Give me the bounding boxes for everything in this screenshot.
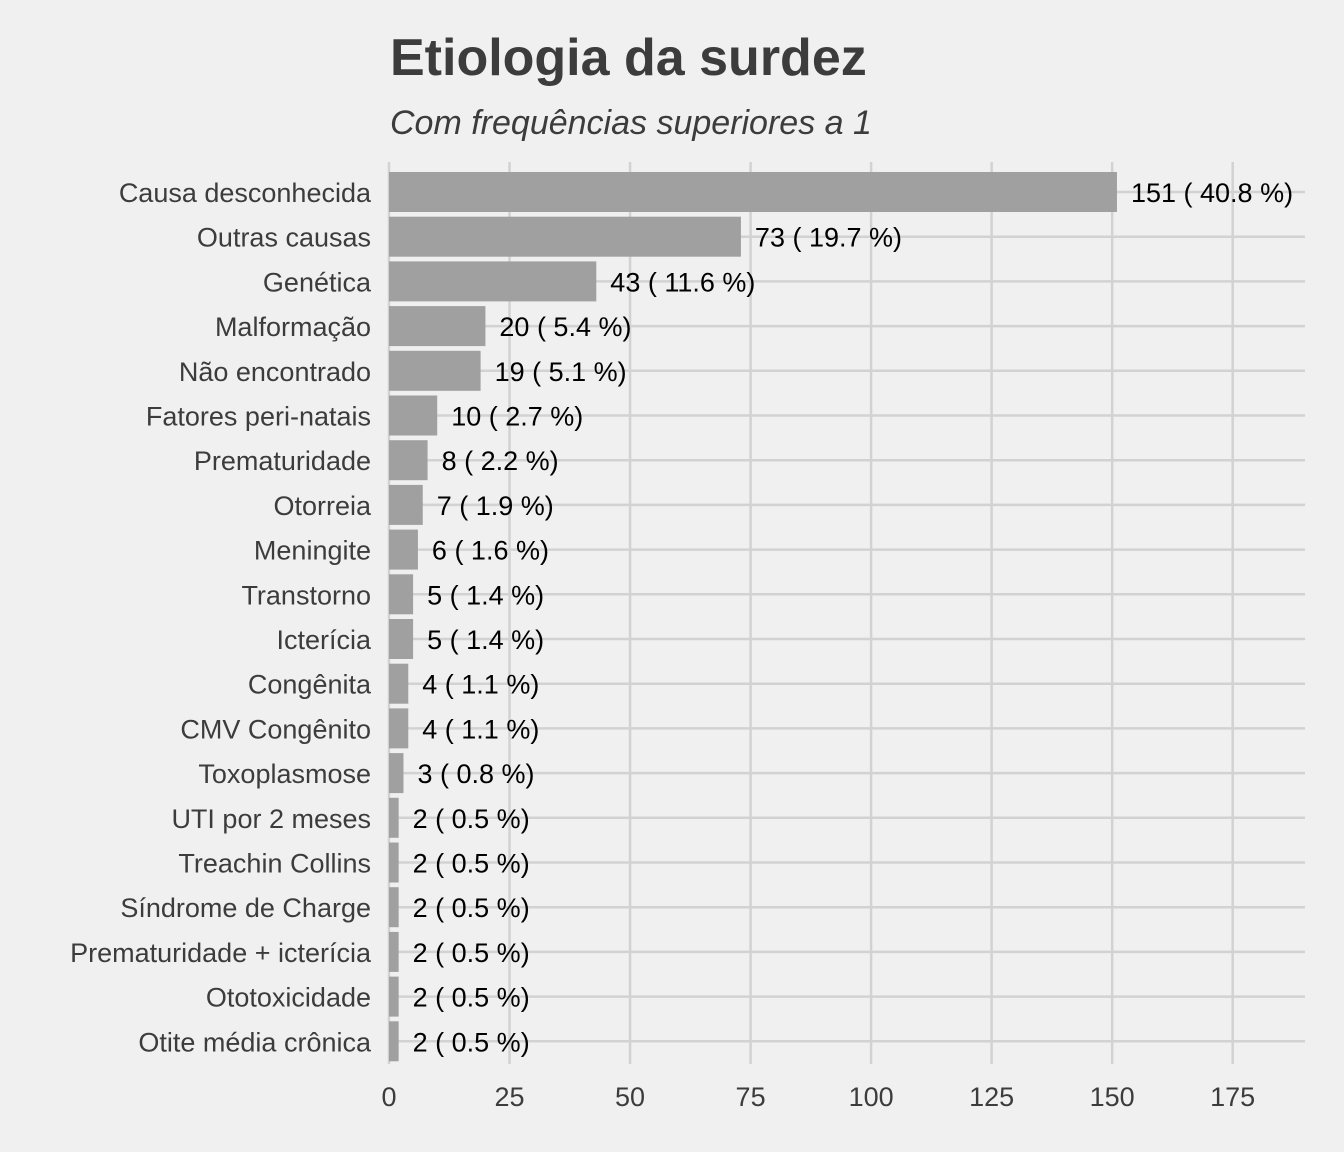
bar-value-label: 2 ( 0.5 %)	[413, 849, 530, 879]
category-label: Síndrome de Charge	[120, 893, 371, 923]
bar-value-label: 3 ( 0.8 %)	[417, 759, 534, 789]
bar	[389, 172, 1117, 212]
bar	[389, 797, 399, 838]
category-label: Meningite	[254, 536, 371, 566]
category-label: Genética	[263, 267, 372, 297]
bar	[389, 261, 597, 302]
chart-title: Etiologia da surdez	[390, 29, 867, 87]
bar	[389, 1021, 399, 1062]
x-tick-label: 125	[969, 1082, 1014, 1112]
bar	[389, 708, 409, 749]
bar	[389, 306, 486, 347]
category-label: Otite média crônica	[138, 1027, 372, 1057]
category-label: Fatores peri-natais	[146, 402, 371, 432]
bar-value-label: 6 ( 1.6 %)	[432, 536, 549, 566]
axis-layer: Causa desconhecida Outras causas Genética M…	[70, 178, 1255, 1112]
bar-value-label: 151 ( 40.8 %)	[1131, 178, 1293, 208]
bar-value-label: 5 ( 1.4 %)	[427, 580, 544, 610]
x-tick-label: 50	[615, 1082, 645, 1112]
bar	[389, 976, 399, 1017]
bar	[389, 574, 414, 615]
category-label: Não encontrado	[179, 357, 371, 387]
bar	[389, 484, 423, 525]
category-label: Otorreia	[273, 491, 372, 521]
bar	[389, 887, 399, 928]
x-tick-label: 75	[736, 1082, 766, 1112]
category-label: CMV Congênito	[180, 714, 371, 744]
x-tick-label: 150	[1090, 1082, 1135, 1112]
category-label: Prematuridade	[194, 446, 371, 476]
bar-value-label: 2 ( 0.5 %)	[413, 893, 530, 923]
bar-value-label: 20 ( 5.4 %)	[499, 312, 631, 342]
category-label: Toxoplasmose	[198, 759, 371, 789]
category-label: Congênita	[248, 670, 372, 700]
category-label: Prematuridade + icterícia	[70, 938, 372, 968]
bar-value-label: 4 ( 1.1 %)	[422, 714, 539, 744]
category-label: Transtorno	[241, 580, 371, 610]
bar	[389, 753, 404, 794]
category-label: UTI por 2 meses	[171, 804, 371, 834]
bar	[389, 350, 481, 391]
bar-value-label: 2 ( 0.5 %)	[413, 804, 530, 834]
bar	[389, 395, 438, 436]
bar-value-label: 73 ( 19.7 %)	[755, 223, 902, 253]
bar	[389, 216, 741, 257]
bar-value-label: 5 ( 1.4 %)	[427, 625, 544, 655]
bar-value-label: 2 ( 0.5 %)	[413, 938, 530, 968]
bar-value-label: 2 ( 0.5 %)	[413, 1027, 530, 1057]
category-label: Malformação	[215, 312, 371, 342]
bar-layer	[389, 172, 1117, 1062]
category-label: Icterícia	[276, 625, 372, 655]
category-label: Treachin Collins	[178, 849, 371, 879]
x-tick-label: 100	[849, 1082, 894, 1112]
bar-value-label: 7 ( 1.9 %)	[437, 491, 554, 521]
bar-value-label: 2 ( 0.5 %)	[413, 983, 530, 1013]
bar-value-label: 4 ( 1.1 %)	[422, 670, 539, 700]
label-layer: 151 ( 40.8 %) 73 ( 19.7 %)43 ( 11.6 %) 20 …	[413, 178, 1293, 1057]
bar-value-label: 10 ( 2.7 %)	[451, 402, 583, 432]
x-tick-label: 0	[381, 1082, 396, 1112]
bar-value-label: 8 ( 2.2 %)	[442, 446, 559, 476]
bar-value-label: 43 ( 11.6 %)	[610, 267, 755, 297]
bar	[389, 663, 409, 704]
category-label: Outras causas	[197, 223, 371, 253]
bar	[389, 529, 418, 570]
bar	[389, 931, 399, 972]
chart-subtitle: Com frequências superiores a 1	[390, 104, 872, 142]
bar	[389, 619, 414, 659]
category-label: Ototoxicidade	[206, 983, 371, 1013]
bar	[389, 440, 428, 481]
bar-value-label: 19 ( 5.1 %)	[495, 357, 627, 387]
category-label: Causa desconhecida	[119, 178, 372, 208]
x-tick-label: 175	[1210, 1082, 1255, 1112]
x-tick-label: 25	[495, 1082, 525, 1112]
bar	[389, 842, 399, 883]
grid-layer	[387, 162, 1305, 1064]
